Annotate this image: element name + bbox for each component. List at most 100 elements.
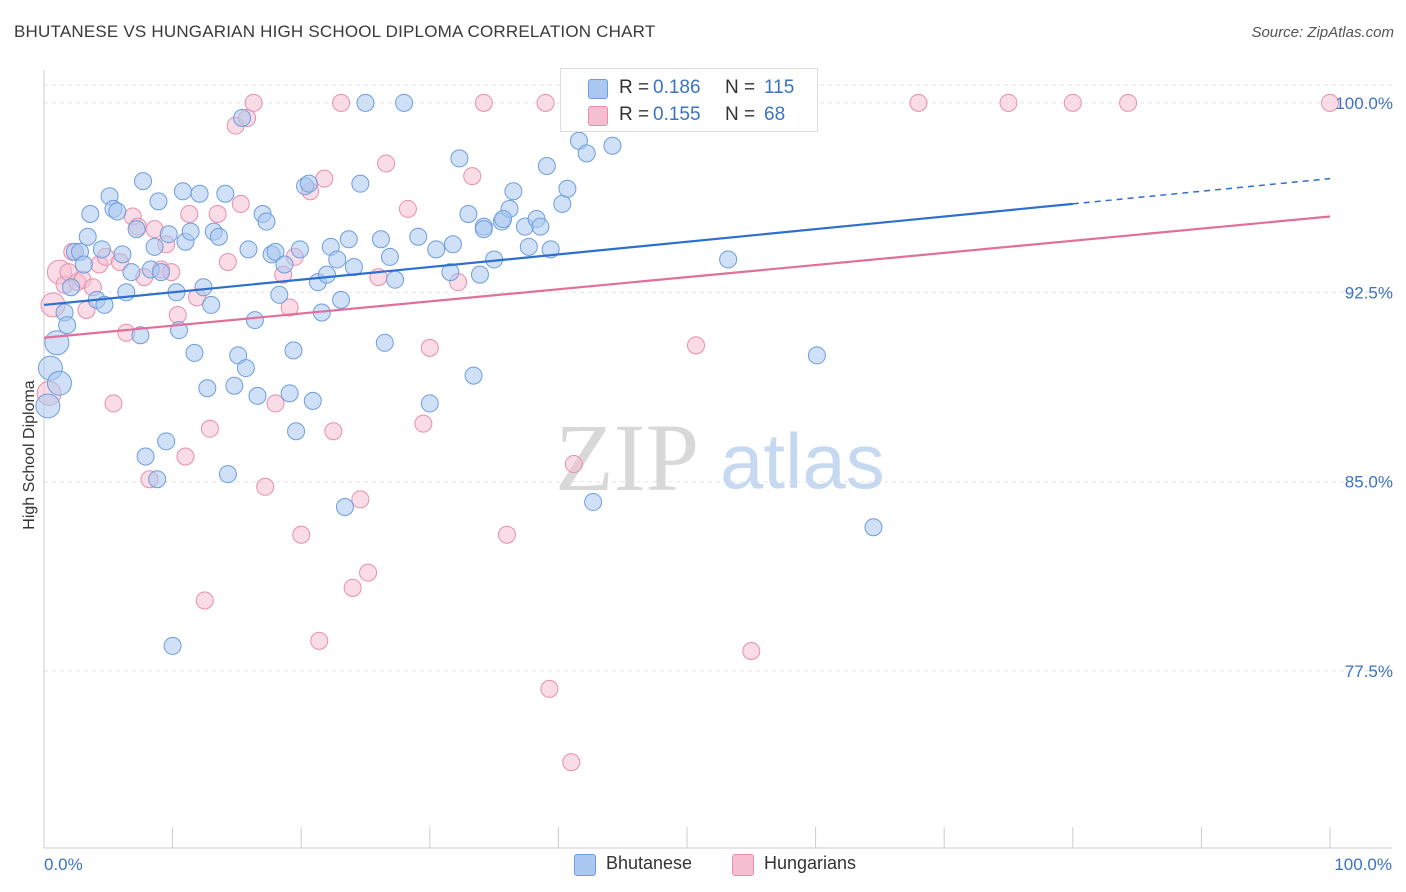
bhutanese-point — [351, 174, 370, 193]
hungarians-point — [398, 199, 417, 218]
hungarians-point — [536, 93, 555, 112]
legend-n-value: 68 — [764, 104, 786, 125]
bhutanese-point — [257, 212, 276, 231]
hungarians-point — [310, 631, 329, 650]
bhutanese-points — [35, 93, 883, 655]
bhutanese-point — [287, 422, 306, 441]
bhutanese-point — [558, 179, 577, 198]
hungarians-point — [292, 525, 311, 544]
bhutanese-trend-extension — [1072, 177, 1331, 205]
hungarians-point — [687, 336, 706, 355]
hungarians-point — [497, 525, 516, 544]
bhutanese-point — [504, 182, 523, 201]
bhutanese-point — [216, 184, 235, 203]
bhutanese-point — [427, 240, 446, 259]
bhutanese-point — [78, 227, 97, 246]
bhutanese-point — [553, 194, 572, 213]
hungarians-point — [377, 154, 396, 173]
bhutanese-point — [470, 265, 489, 284]
hungarians-point — [180, 204, 199, 223]
bhutanese-point — [248, 386, 267, 405]
hungarians-point — [324, 422, 343, 441]
bottom-legend-label-bhutanese: Bhutanese — [606, 853, 693, 873]
bhutanese-point — [131, 326, 150, 345]
hungarians-point — [1063, 93, 1082, 112]
legend-row-bhutanese: R = 0.186 N = 115 — [561, 75, 817, 101]
bhutanese-point — [519, 237, 538, 256]
bhutanese-point — [157, 432, 176, 451]
bhutanese-point — [332, 290, 351, 309]
bhutanese-point — [190, 184, 209, 203]
bhutanese-point — [74, 255, 93, 274]
bhutanese-point — [134, 172, 153, 191]
hungarians-point — [351, 490, 370, 509]
bhutanese-point — [420, 394, 439, 413]
hungarians-point — [909, 93, 928, 112]
bhutanese-point — [356, 93, 375, 112]
hungarians-point — [104, 394, 123, 413]
bhutanese-point — [113, 245, 132, 264]
bhutanese-point — [245, 311, 264, 330]
hungarians-point — [564, 455, 583, 474]
bhutanese-point — [443, 235, 462, 254]
hungarians-point — [200, 419, 219, 438]
legend-n-label: N = — [725, 77, 756, 98]
bhutanese-point — [149, 192, 168, 211]
hungarians-point — [343, 578, 362, 597]
hungarians-point — [463, 167, 482, 186]
bhutanese-point — [531, 217, 550, 236]
bhutanese-point — [541, 240, 560, 259]
bhutanese-point — [173, 182, 192, 201]
hungarians-point — [562, 753, 581, 772]
legend-r-label: R = — [619, 104, 650, 125]
hungarians-point — [359, 563, 378, 582]
hungarians-point — [195, 591, 214, 610]
bhutanese-point — [266, 242, 285, 261]
legend-r-value: 0.155 — [653, 104, 701, 125]
hungarians-point — [266, 394, 285, 413]
hungarians-point — [256, 477, 275, 496]
hungarians-point — [315, 169, 334, 188]
grid-lines — [44, 84, 1392, 672]
bhutanese-point — [335, 497, 354, 516]
bhutanese-point — [127, 220, 146, 239]
bhutanese-point — [95, 295, 114, 314]
bhutanese-point — [409, 227, 428, 246]
bhutanese-trend-line — [43, 202, 1073, 307]
bhutanese-point — [386, 270, 405, 289]
watermark-atlas: atlas — [720, 417, 885, 505]
hungarians-point — [231, 194, 250, 213]
bhutanese-point — [474, 220, 493, 239]
bottom-legend-label-hungarians: Hungarians — [764, 853, 857, 873]
bhutanese-point — [459, 204, 478, 223]
hungarians-point — [1119, 93, 1138, 112]
bhutanese-point — [371, 230, 390, 249]
bhutanese-point — [239, 240, 258, 259]
hungarians-point — [540, 679, 559, 698]
hungarians-point — [208, 204, 227, 223]
bhutanese-point — [290, 240, 309, 259]
bhutanese-point — [864, 518, 883, 537]
bhutanese-point — [35, 393, 61, 419]
bhutanese-point — [198, 379, 217, 398]
chart-title: BHUTANESE VS HUNGARIAN HIGH SCHOOL DIPLO… — [14, 22, 656, 41]
bhutanese-point — [225, 376, 244, 395]
bhutanese-point — [577, 144, 596, 163]
hungarians-point — [218, 252, 237, 271]
bhutanese-point — [299, 174, 318, 193]
bhutanese-point — [159, 225, 178, 244]
tick-labels: 77.5% 85.0% 92.5% 100.0% 0.0% 100.0% — [44, 94, 1393, 874]
y-axis-label: High School Diploma — [21, 380, 38, 530]
y-tick-label: 92.5% — [1345, 283, 1393, 302]
bhutanese-point — [81, 204, 100, 223]
bhutanese-point — [62, 278, 81, 297]
bhutanese-point — [284, 341, 303, 360]
bhutanese-point — [395, 93, 414, 112]
bhutanese-point — [148, 470, 167, 489]
bhutanese-point — [464, 366, 483, 385]
bhutanese-point — [46, 370, 72, 396]
hungarians-point — [420, 338, 439, 357]
bhutanese-point — [236, 359, 255, 378]
x-tick-label: 100.0% — [1334, 855, 1392, 874]
